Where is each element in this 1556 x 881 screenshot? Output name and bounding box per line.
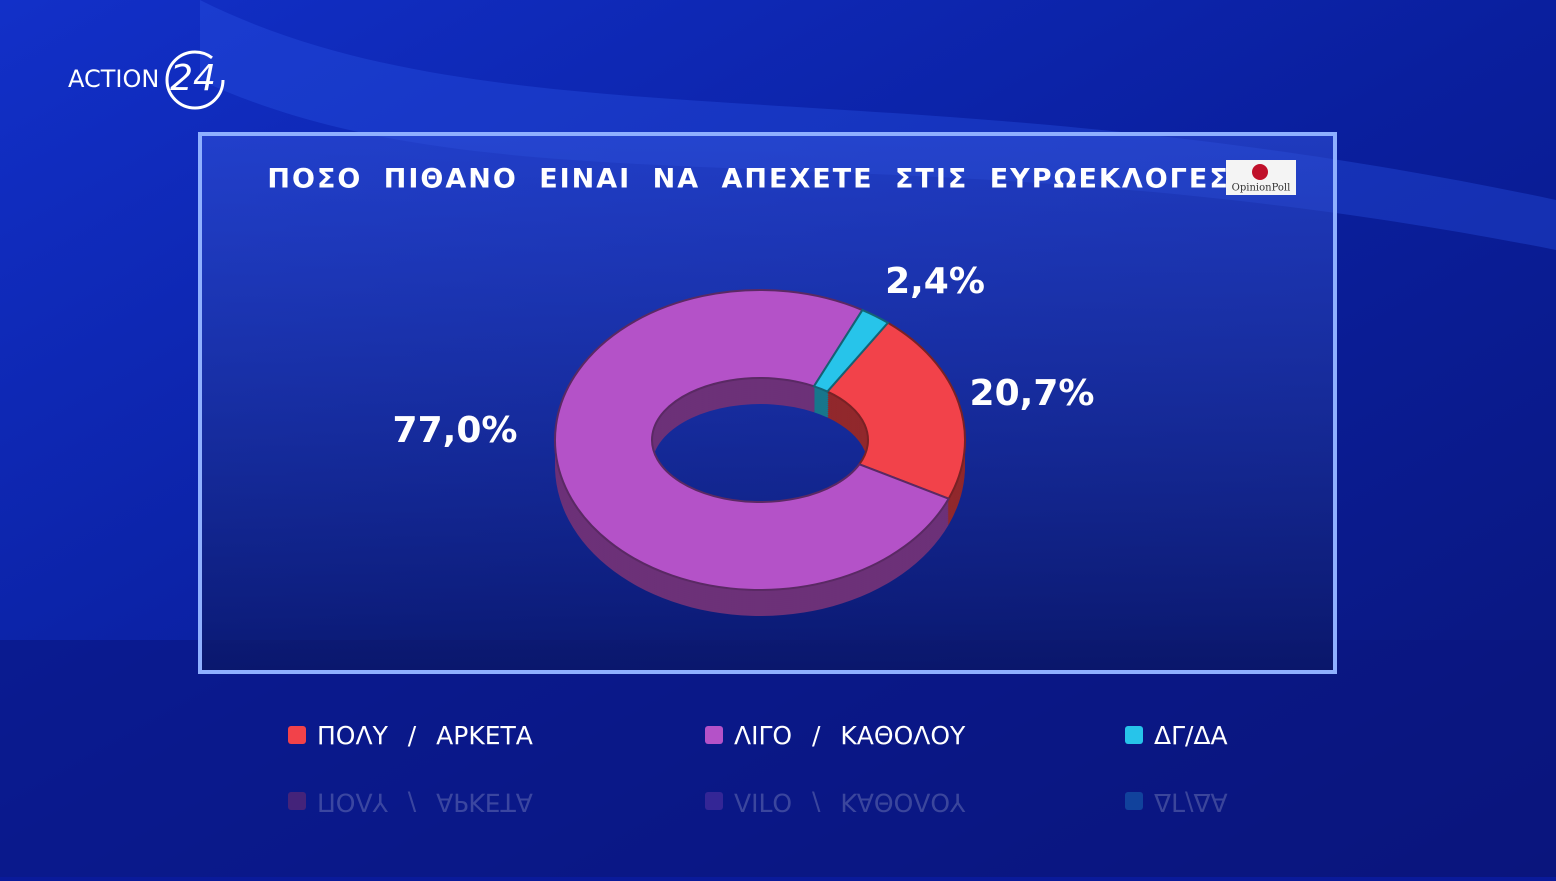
floor [0,640,1556,877]
legend-swatch-reflection [288,792,306,810]
legend-label-reflection: ΛΙΓΟ / ΚΑΘΟΛΟΥ [734,788,966,817]
slice [825,321,966,500]
legend-label: ΠΟΛΥ / ΑΡΚΕΤΑ [317,721,533,750]
legend-swatch [1125,726,1143,744]
source-text: OpinionPoll [1232,183,1291,194]
legend-label: ΛΙΓΟ / ΚΑΘΟΛΟΥ [734,721,966,750]
legend-swatch [288,726,306,744]
data-label: 2,4% [885,261,985,302]
data-label: 77,0% [393,410,518,451]
logo-ring [165,50,225,110]
logo: ACTION 24 [68,50,225,110]
legend-label-reflection: ΔΓ/ΔΑ [1154,788,1228,817]
legend-label-reflection: ΠΟΛΥ / ΑΡΚΕΤΑ [317,788,533,817]
logo-number: 24 [170,58,216,99]
slice [812,308,890,393]
slice [554,289,951,591]
logo-text: ACTION [68,65,159,93]
legend-swatch-reflection [1125,792,1143,810]
source-icon [1252,164,1268,180]
legend-swatch-reflection [705,792,723,810]
legend-swatch [705,726,723,744]
source-logo: OpinionPoll [1226,160,1296,195]
data-label: 20,7% [970,373,1095,414]
legend-label: ΔΓ/ΔΑ [1154,721,1228,750]
chart-title: ΠΟΣΟ ΠΙΘΑΝΟ ΕΙΝΑΙ ΝΑ ΑΠΕΧΕΤΕ ΣΤΙΣ ΕΥΡΩΕΚ… [267,164,1242,195]
